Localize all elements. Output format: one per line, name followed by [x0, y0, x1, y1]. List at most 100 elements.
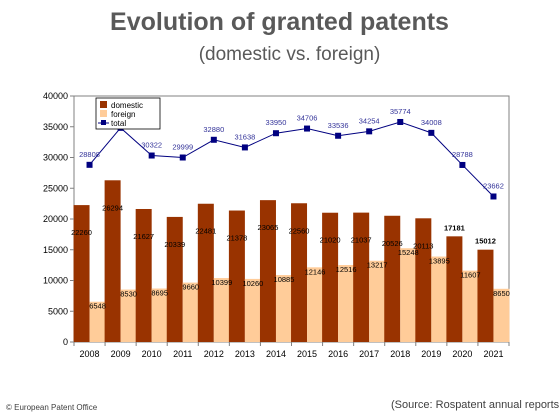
y-tick-label-35000: 35000: [43, 122, 68, 132]
x-tick-label-2016: 2016: [328, 349, 348, 359]
legend-label-total: total: [111, 119, 126, 128]
y-tick-label-15000: 15000: [43, 245, 68, 255]
label-foreign-2015: 12146: [305, 267, 326, 276]
chart-subtitle: (domestic vs. foreign): [198, 44, 381, 65]
x-tick-label-2013: 2013: [235, 349, 255, 359]
label-foreign-2014: 10885: [274, 275, 295, 284]
total-point-2017: [366, 128, 373, 135]
bar-foreign-2021: [493, 288, 510, 342]
x-tick-label-2014: 2014: [266, 349, 286, 359]
bar-foreign-2009: [120, 289, 137, 342]
x-tick-label-2018: 2018: [390, 349, 410, 359]
bar-domestic-2012: [197, 203, 214, 342]
total-point-2010: [148, 152, 155, 159]
bar-domestic-2011: [166, 216, 183, 342]
label-total-2008: 28808: [79, 150, 100, 159]
label-total-2014: 33950: [266, 118, 287, 127]
label-foreign-2017: 13217: [367, 261, 388, 270]
label-total-2011: 29999: [172, 143, 193, 152]
total-line: [89, 121, 494, 197]
y-tick-label-20000: 20000: [43, 214, 68, 224]
label-domestic-2021: 15012: [475, 237, 496, 246]
label-domestic-2018: 20526: [382, 239, 403, 248]
label-domestic-2009: 26294: [102, 203, 123, 212]
x-tick-label-2012: 2012: [204, 349, 224, 359]
total-point-2021: [490, 193, 497, 200]
total-line-series: [86, 118, 497, 200]
x-tick-label-2017: 2017: [359, 349, 379, 359]
label-foreign-2020: 11607: [460, 271, 480, 280]
total-point-2019: [428, 129, 435, 136]
total-point-2012: [210, 136, 217, 143]
legend-swatch-foreign: [100, 110, 107, 117]
label-domestic-2020: 17181: [444, 223, 465, 232]
x-tick-label-2010: 2010: [142, 349, 162, 359]
legend-marker-total: [101, 120, 106, 125]
label-foreign-2009: 8530: [120, 290, 137, 299]
chart-title: Evolution of granted patents: [110, 8, 449, 36]
x-tick-label-2021: 2021: [483, 349, 503, 359]
label-foreign-2010: 8695: [151, 289, 168, 298]
bar-foreign-2010: [151, 288, 168, 342]
bar-domestic-2015: [291, 203, 308, 342]
bar-domestic-2018: [384, 215, 401, 342]
label-domestic-2008: 22260: [71, 228, 92, 237]
bar-foreign-2015: [307, 267, 324, 342]
bar-foreign-2018: [400, 248, 417, 342]
x-tick-label-2019: 2019: [421, 349, 441, 359]
bar-foreign-2020: [462, 270, 479, 342]
x-tick-label-2009: 2009: [111, 349, 131, 359]
bar-foreign-2012: [213, 278, 230, 342]
bar-domestic-2010: [135, 208, 152, 342]
label-domestic-2013: 21378: [226, 234, 247, 243]
bar-foreign-2013: [244, 278, 261, 342]
x-tick-label-2008: 2008: [80, 349, 100, 359]
label-domestic-2011: 20339: [164, 240, 185, 249]
bar-foreign-2016: [338, 265, 355, 342]
bar-foreign-2011: [182, 282, 199, 342]
label-total-2017: 34254: [359, 116, 380, 125]
label-foreign-2008: 6548: [89, 302, 106, 311]
bar-foreign-2008: [89, 301, 106, 342]
label-domestic-2014: 23065: [258, 223, 279, 232]
bar-domestic-2017: [353, 212, 370, 342]
copyright-text: © European Patent Office: [6, 403, 98, 412]
label-foreign-2013: 10260: [242, 279, 263, 288]
y-tick-label-40000: 40000: [43, 91, 68, 101]
x-tick-label-2015: 2015: [297, 349, 317, 359]
total-point-2016: [335, 132, 342, 139]
source-note: (Source: Rospatent annual reports): [391, 399, 559, 411]
y-tick-label-10000: 10000: [43, 276, 68, 286]
label-domestic-2017: 21037: [351, 236, 372, 245]
bar-domestic-2019: [415, 218, 432, 342]
total-point-2008: [86, 161, 93, 168]
bar-domestic-2013: [228, 210, 245, 342]
label-domestic-2010: 21627: [133, 232, 154, 241]
label-foreign-2016: 12516: [336, 265, 357, 274]
axes: 0 5000 10000 15000 20000 25000 30000 35000 40000…: [43, 91, 510, 359]
bar-domestic-2014: [259, 200, 276, 342]
label-foreign-2011: 9660: [182, 283, 199, 292]
total-point-2018: [397, 118, 404, 125]
bar-foreign-2017: [369, 260, 386, 342]
y-tick-label-0: 0: [63, 337, 68, 347]
bar-series: [73, 180, 510, 342]
bar-domestic-2008: [73, 205, 90, 342]
label-total-2010: 30322: [141, 141, 162, 150]
bar-domestic-2020: [446, 236, 463, 342]
label-total-2012: 32880: [203, 125, 224, 134]
bar-domestic-2009: [104, 180, 121, 342]
legend-swatch-domestic: [100, 101, 107, 108]
label-total-2013: 31638: [234, 132, 255, 141]
bar-domestic-2016: [322, 212, 339, 342]
x-tick-label-2020: 2020: [452, 349, 472, 359]
total-point-2020: [459, 161, 466, 168]
x-tick-label-2011: 2011: [173, 349, 192, 359]
y-tick-label-5000: 5000: [48, 306, 68, 316]
label-domestic-2012: 22481: [195, 227, 216, 236]
label-domestic-2019: 20113: [413, 241, 433, 250]
bar-foreign-2014: [275, 275, 292, 342]
label-foreign-2019: 13895: [429, 257, 450, 266]
